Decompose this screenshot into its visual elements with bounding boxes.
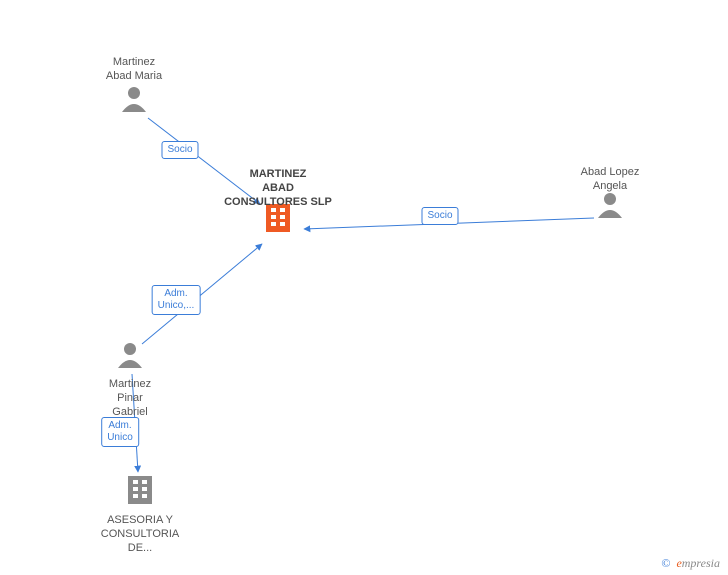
node-label: Martinez Abad Maria — [106, 56, 162, 84]
node-label: ASESORIA Y CONSULTORIA DE... — [101, 514, 179, 555]
center-node-label: MARTINEZ ABAD CONSULTORES SLP — [224, 168, 332, 209]
building-icon — [128, 476, 152, 504]
person-icon — [122, 87, 146, 112]
node-label: Martinez Pinar Gabriel — [109, 378, 151, 419]
edge-label: Socio — [161, 141, 198, 159]
edge-label: Socio — [421, 207, 458, 225]
person-icon — [598, 193, 622, 218]
watermark: © empresia — [661, 556, 720, 571]
copyright-symbol: © — [661, 556, 670, 570]
brand-rest: mpresia — [682, 556, 720, 570]
edge-label: Adm. Unico — [101, 417, 139, 447]
edge-label: Adm. Unico,... — [152, 285, 201, 315]
person-icon — [118, 343, 142, 368]
node-label: Abad Lopez Angela — [581, 166, 640, 194]
diagram-canvas — [0, 0, 728, 575]
